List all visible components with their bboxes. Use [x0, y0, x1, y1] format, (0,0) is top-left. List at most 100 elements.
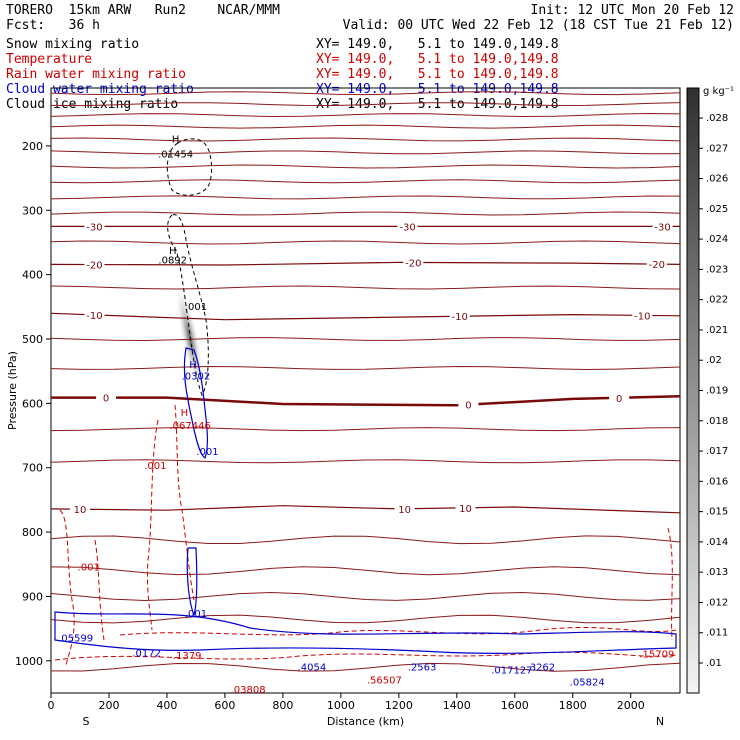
background-isotherms — [50, 91, 681, 672]
maximum-label: .001 — [185, 609, 207, 620]
maximum-label: .1379 — [173, 651, 202, 662]
maximum-label: .0172 — [132, 648, 161, 659]
y-tick-label: 300 — [22, 204, 43, 217]
colorbar-tick-label: .023 — [706, 264, 728, 275]
background-isotherm — [50, 365, 681, 371]
model-title: TORERO 15km ARW Run2 NCAR/MMM — [6, 3, 280, 18]
contour-label-bg — [403, 256, 424, 269]
maximum-label: .03808 — [231, 685, 266, 696]
background-isotherm — [50, 459, 681, 464]
rain-contour-lowlevel-1 — [54, 651, 677, 661]
maximum-label: .001 — [144, 461, 166, 472]
colorbar-tick-label: .017 — [706, 446, 728, 457]
contour-label-bg — [458, 398, 479, 411]
colorbar-tick-label: .02 — [706, 355, 722, 366]
valid-time: Valid: 00 UTC Wed 22 Feb 12 (18 CST Tue … — [342, 18, 734, 33]
temperature-contour-label: -10 — [86, 311, 102, 322]
temperature-contour-label: -20 — [86, 261, 102, 272]
colorbar-tick-label: .016 — [706, 476, 728, 487]
background-isotherm — [50, 102, 681, 107]
rain-water-contours — [54, 404, 677, 666]
maximum-label: H — [169, 246, 177, 257]
maximum-label: .4054 — [298, 662, 327, 673]
maximum-label: .56507 — [367, 675, 402, 686]
maximum-label: H — [172, 135, 180, 146]
background-isotherm — [50, 150, 681, 155]
temperature-contour-label: 0 — [465, 401, 471, 412]
rain-contour-west — [59, 509, 75, 666]
contour-label-bg — [84, 308, 105, 321]
plot-frame — [50, 87, 681, 694]
colorbar-tick-label: .019 — [706, 386, 728, 397]
contour-label-bg — [455, 501, 476, 514]
field-name-snow: Snow mixing ratio — [6, 37, 140, 52]
temperature-contour — [50, 261, 681, 266]
field-xy-snow: XY= 149.0, 5.1 to 149.0,149.8 — [316, 37, 559, 52]
background-isotherm — [50, 195, 681, 200]
maxima-labels: H.01454H.0892.001H.0302H.067446.001.001.… — [58, 135, 674, 696]
colorbar-tick-label: .014 — [706, 537, 728, 548]
north-label: N — [656, 715, 664, 728]
field-xy-rain: XY= 149.0, 5.1 to 149.0,149.8 — [316, 67, 559, 82]
maximum-label: .001 — [196, 447, 218, 458]
rain-contour-central — [146, 419, 159, 631]
maximum-label: H — [181, 408, 189, 419]
y-tick-label: 1000 — [15, 655, 43, 668]
background-isotherm — [50, 91, 681, 96]
y-tick-label: 200 — [22, 140, 43, 153]
y-axis-title: Pressure (hPa) — [6, 351, 19, 430]
background-isotherm — [50, 137, 681, 142]
colorbar-unit: g kg⁻¹ — [703, 86, 734, 97]
cloud-water-contour-lowlevel — [54, 611, 677, 654]
forecast-hour: Fcst: 36 h — [6, 18, 100, 33]
maximum-label: .05824 — [570, 677, 605, 688]
south-label: S — [83, 715, 90, 728]
colorbar-tick-label: .022 — [706, 295, 728, 306]
x-tick-label: 0 — [48, 699, 55, 712]
rain-contour-lowlevel-2 — [119, 626, 677, 636]
temperature-contour-label: 10 — [398, 505, 411, 516]
temperature-contour-label: 10 — [459, 504, 472, 515]
y-tick-label: 400 — [22, 269, 43, 282]
x-tick-label: 1400 — [443, 699, 471, 712]
x-tick-label: 200 — [98, 699, 119, 712]
background-isotherm — [50, 112, 681, 118]
x-tick-label: 1000 — [327, 699, 355, 712]
temperature-contour-label: -30 — [654, 222, 670, 233]
contour-label-bg — [397, 220, 418, 233]
colorbar-tick-label: .021 — [706, 325, 728, 336]
colorbar-tick-label: .024 — [706, 234, 728, 245]
colorbar-fill — [686, 87, 700, 694]
contour-label-bg — [84, 220, 105, 233]
background-isotherm — [50, 535, 681, 545]
colorbar-tick-label: .013 — [706, 567, 728, 578]
cloud-water-contour-plume — [186, 547, 198, 617]
cloud-ice-contour-upper — [166, 138, 213, 196]
contour-label-bg — [609, 391, 630, 404]
background-isotherm — [50, 285, 681, 290]
maximum-label: .0302 — [182, 372, 211, 383]
contour-label-bg — [69, 503, 90, 516]
field-name-rain: Rain water mixing ratio — [6, 67, 187, 82]
x-tick-label: 2000 — [617, 699, 645, 712]
temperature-contour-label: -10 — [634, 311, 650, 322]
colorbar-tick-label: .027 — [706, 143, 728, 154]
background-isotherm — [50, 179, 681, 184]
field-name-cloud-ice: Cloud ice mixing ratio — [6, 97, 179, 112]
colorbar-tick-label: .018 — [706, 416, 728, 427]
maximum-label: .017127 — [491, 666, 532, 677]
contour-label-bg — [394, 502, 415, 515]
contour-label-bg — [449, 310, 470, 323]
maximum-label: .0892 — [158, 256, 187, 267]
background-isotherm — [50, 124, 681, 129]
x-tick-label: 600 — [214, 699, 235, 712]
background-isotherm — [50, 591, 681, 602]
background-isotherm — [50, 240, 681, 245]
temperature-contour-label: -30 — [86, 222, 102, 233]
y-tick-label: 500 — [22, 333, 43, 346]
x-tick-label: 1200 — [385, 699, 413, 712]
colorbar-tick-label: .015 — [706, 507, 728, 518]
rain-contour-west-2 — [94, 539, 105, 641]
maximum-label: H — [189, 360, 197, 371]
